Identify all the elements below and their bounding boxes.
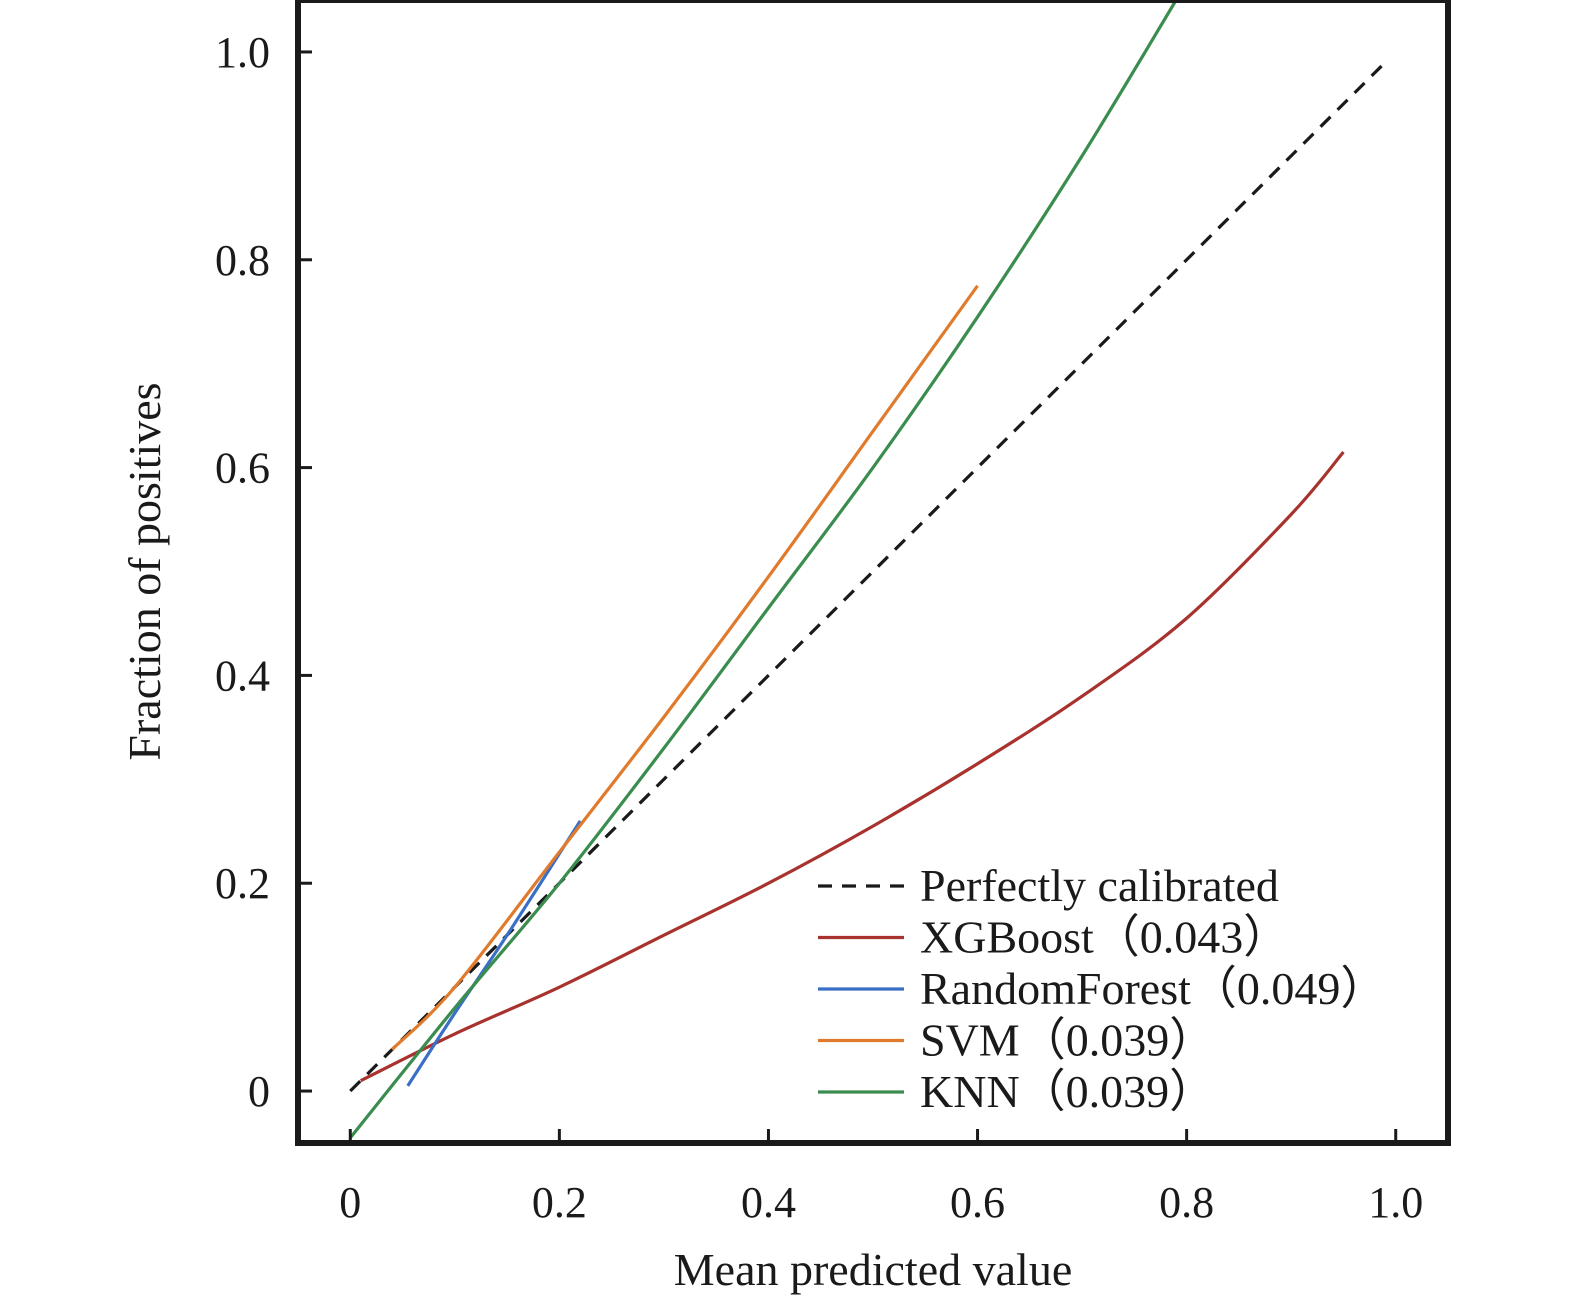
x-tick-label-0: 0 [339,1178,361,1227]
x-tick-label-4: 0.8 [1159,1178,1214,1227]
y-tick-label-3: 0.6 [215,444,270,493]
x-tick-label-1: 0.2 [532,1178,587,1227]
y-tick-label-5: 1.0 [215,28,270,77]
x-axis-title: Mean predicted value [674,1244,1072,1295]
y-tick-label-4: 0.8 [215,236,270,285]
x-tick-label-3: 0.6 [950,1178,1005,1227]
series-line-2 [406,820,582,1087]
y-tick-label-2: 0.4 [215,651,270,700]
x-tick-label-5: 1.0 [1368,1178,1423,1227]
legend-label-0: Perfectly calibrated [920,860,1279,911]
legend-label-3: SVM（0.039） [920,1015,1215,1066]
plot-area [349,0,1387,1139]
x-tick-label-2: 0.4 [741,1178,796,1227]
y-tick-label-0: 0 [248,1067,270,1116]
axes: 0 0.2 0.4 0.6 0.8 1.0 0 0.2 0.4 0.6 0.8 1.0 [215,28,1423,1227]
legend-label-1: XGBoost（0.043） [920,912,1289,963]
legend-label-4: KNN（0.039） [920,1066,1215,1117]
series-line-3 [390,284,979,1051]
series-line-0 [349,61,1387,1093]
series-line-4 [349,0,1178,1139]
legend-label-2: RandomForest（0.049） [920,963,1386,1014]
y-axis-title: Fraction of positives [119,382,170,760]
series-line-1 [360,450,1345,1083]
plot-frame [295,0,1451,1146]
y-tick-label-1: 0.2 [215,859,270,908]
legend: Perfectly calibratedXGBoost（0.043）Random… [818,860,1386,1117]
